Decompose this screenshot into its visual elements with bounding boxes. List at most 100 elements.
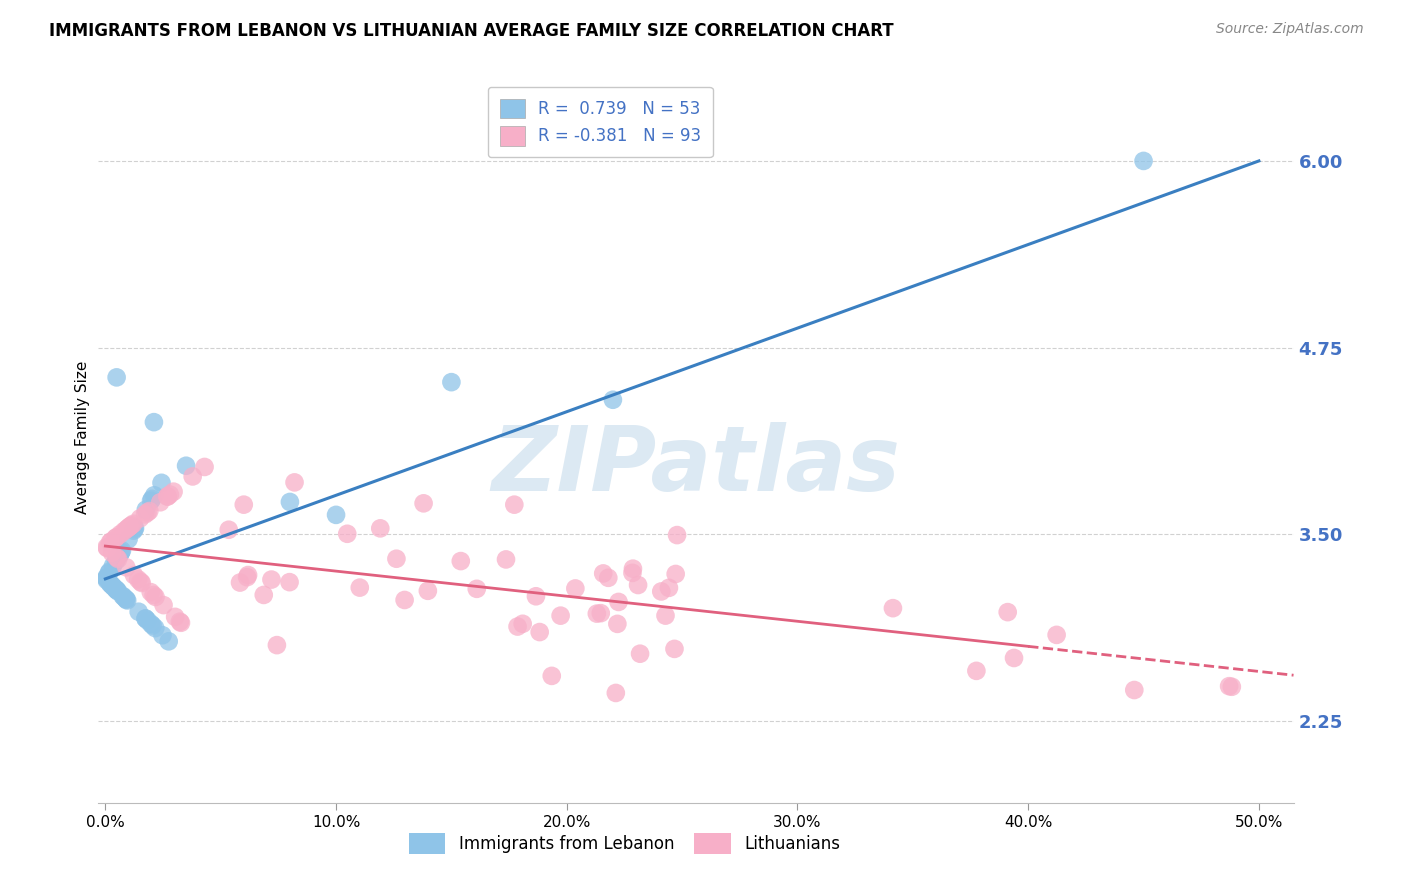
Point (122, 516, 145, 531)
Point (115, 560, 138, 574)
Point (142, 588, 165, 602)
Point (136, 505, 159, 519)
Point (336, 526, 359, 541)
Point (450, 554, 472, 568)
Point (142, 618, 165, 632)
Point (111, 589, 134, 603)
Point (965, 664, 987, 678)
Point (134, 611, 156, 625)
Point (412, 496, 434, 510)
Point (564, 582, 586, 596)
Point (131, 576, 153, 591)
Point (108, 547, 131, 561)
Y-axis label: Average Family Size: Average Family Size (75, 360, 90, 514)
Point (607, 595, 630, 609)
Point (159, 487, 181, 501)
Point (550, 608, 572, 623)
Point (96, 541, 118, 555)
Point (101, 546, 124, 560)
Point (174, 458, 197, 473)
Point (506, 619, 529, 633)
Point (260, 573, 283, 587)
Point (621, 562, 644, 576)
Point (110, 545, 132, 559)
Point (139, 616, 162, 631)
Point (218, 523, 240, 537)
Point (605, 686, 627, 700)
Text: Source: ZipAtlas.com: Source: ZipAtlas.com (1216, 22, 1364, 37)
Point (143, 488, 166, 502)
Point (96, 573, 118, 587)
Point (266, 638, 288, 652)
Point (124, 522, 146, 536)
Point (1220, 680, 1243, 694)
Point (107, 584, 129, 599)
Point (598, 571, 620, 585)
Point (128, 605, 150, 619)
Point (117, 532, 139, 546)
Point (120, 518, 142, 533)
Point (129, 511, 152, 525)
Point (139, 585, 162, 599)
Point (602, 392, 624, 407)
Point (169, 615, 191, 629)
Point (112, 524, 135, 539)
Point (283, 475, 305, 490)
Point (143, 621, 166, 635)
Point (115, 593, 138, 607)
Point (105, 583, 128, 598)
Point (585, 607, 607, 621)
Point (105, 370, 128, 384)
Point (134, 508, 156, 522)
Point (156, 489, 179, 503)
Point (98, 576, 121, 591)
Point (465, 582, 488, 596)
Point (278, 495, 301, 509)
Point (98, 565, 121, 579)
Point (108, 527, 131, 541)
Point (606, 616, 628, 631)
Point (145, 590, 167, 604)
Point (589, 606, 612, 620)
Point (103, 581, 125, 595)
Point (98, 535, 121, 549)
Point (115, 523, 138, 537)
Point (440, 375, 463, 389)
Point (349, 581, 371, 595)
Point (540, 669, 562, 683)
Point (495, 552, 517, 566)
Point (278, 575, 301, 590)
Point (152, 598, 174, 612)
Point (141, 491, 163, 506)
Point (654, 608, 676, 623)
Point (524, 589, 547, 603)
Point (105, 582, 128, 597)
Point (1046, 628, 1069, 642)
Point (96, 541, 118, 555)
Legend: Immigrants from Lebanon, Lithuanians: Immigrants from Lebanon, Lithuanians (402, 827, 846, 860)
Point (104, 531, 127, 545)
Point (621, 566, 644, 580)
Point (101, 558, 124, 573)
Point (100, 534, 122, 549)
Point (150, 475, 173, 490)
Point (1218, 679, 1240, 693)
Point (127, 573, 149, 587)
Point (650, 584, 672, 599)
Point (96, 571, 118, 585)
Point (122, 568, 145, 582)
Point (253, 588, 276, 602)
Point (129, 574, 152, 589)
Point (136, 614, 159, 628)
Point (117, 521, 139, 535)
Text: ZIPatlas: ZIPatlas (492, 422, 900, 510)
Point (1123, 683, 1146, 698)
Point (1132, 153, 1154, 168)
Point (139, 493, 162, 508)
Point (385, 551, 408, 566)
Point (105, 530, 128, 544)
Point (122, 524, 145, 538)
Point (236, 570, 259, 584)
Point (882, 601, 904, 615)
Point (101, 579, 124, 593)
